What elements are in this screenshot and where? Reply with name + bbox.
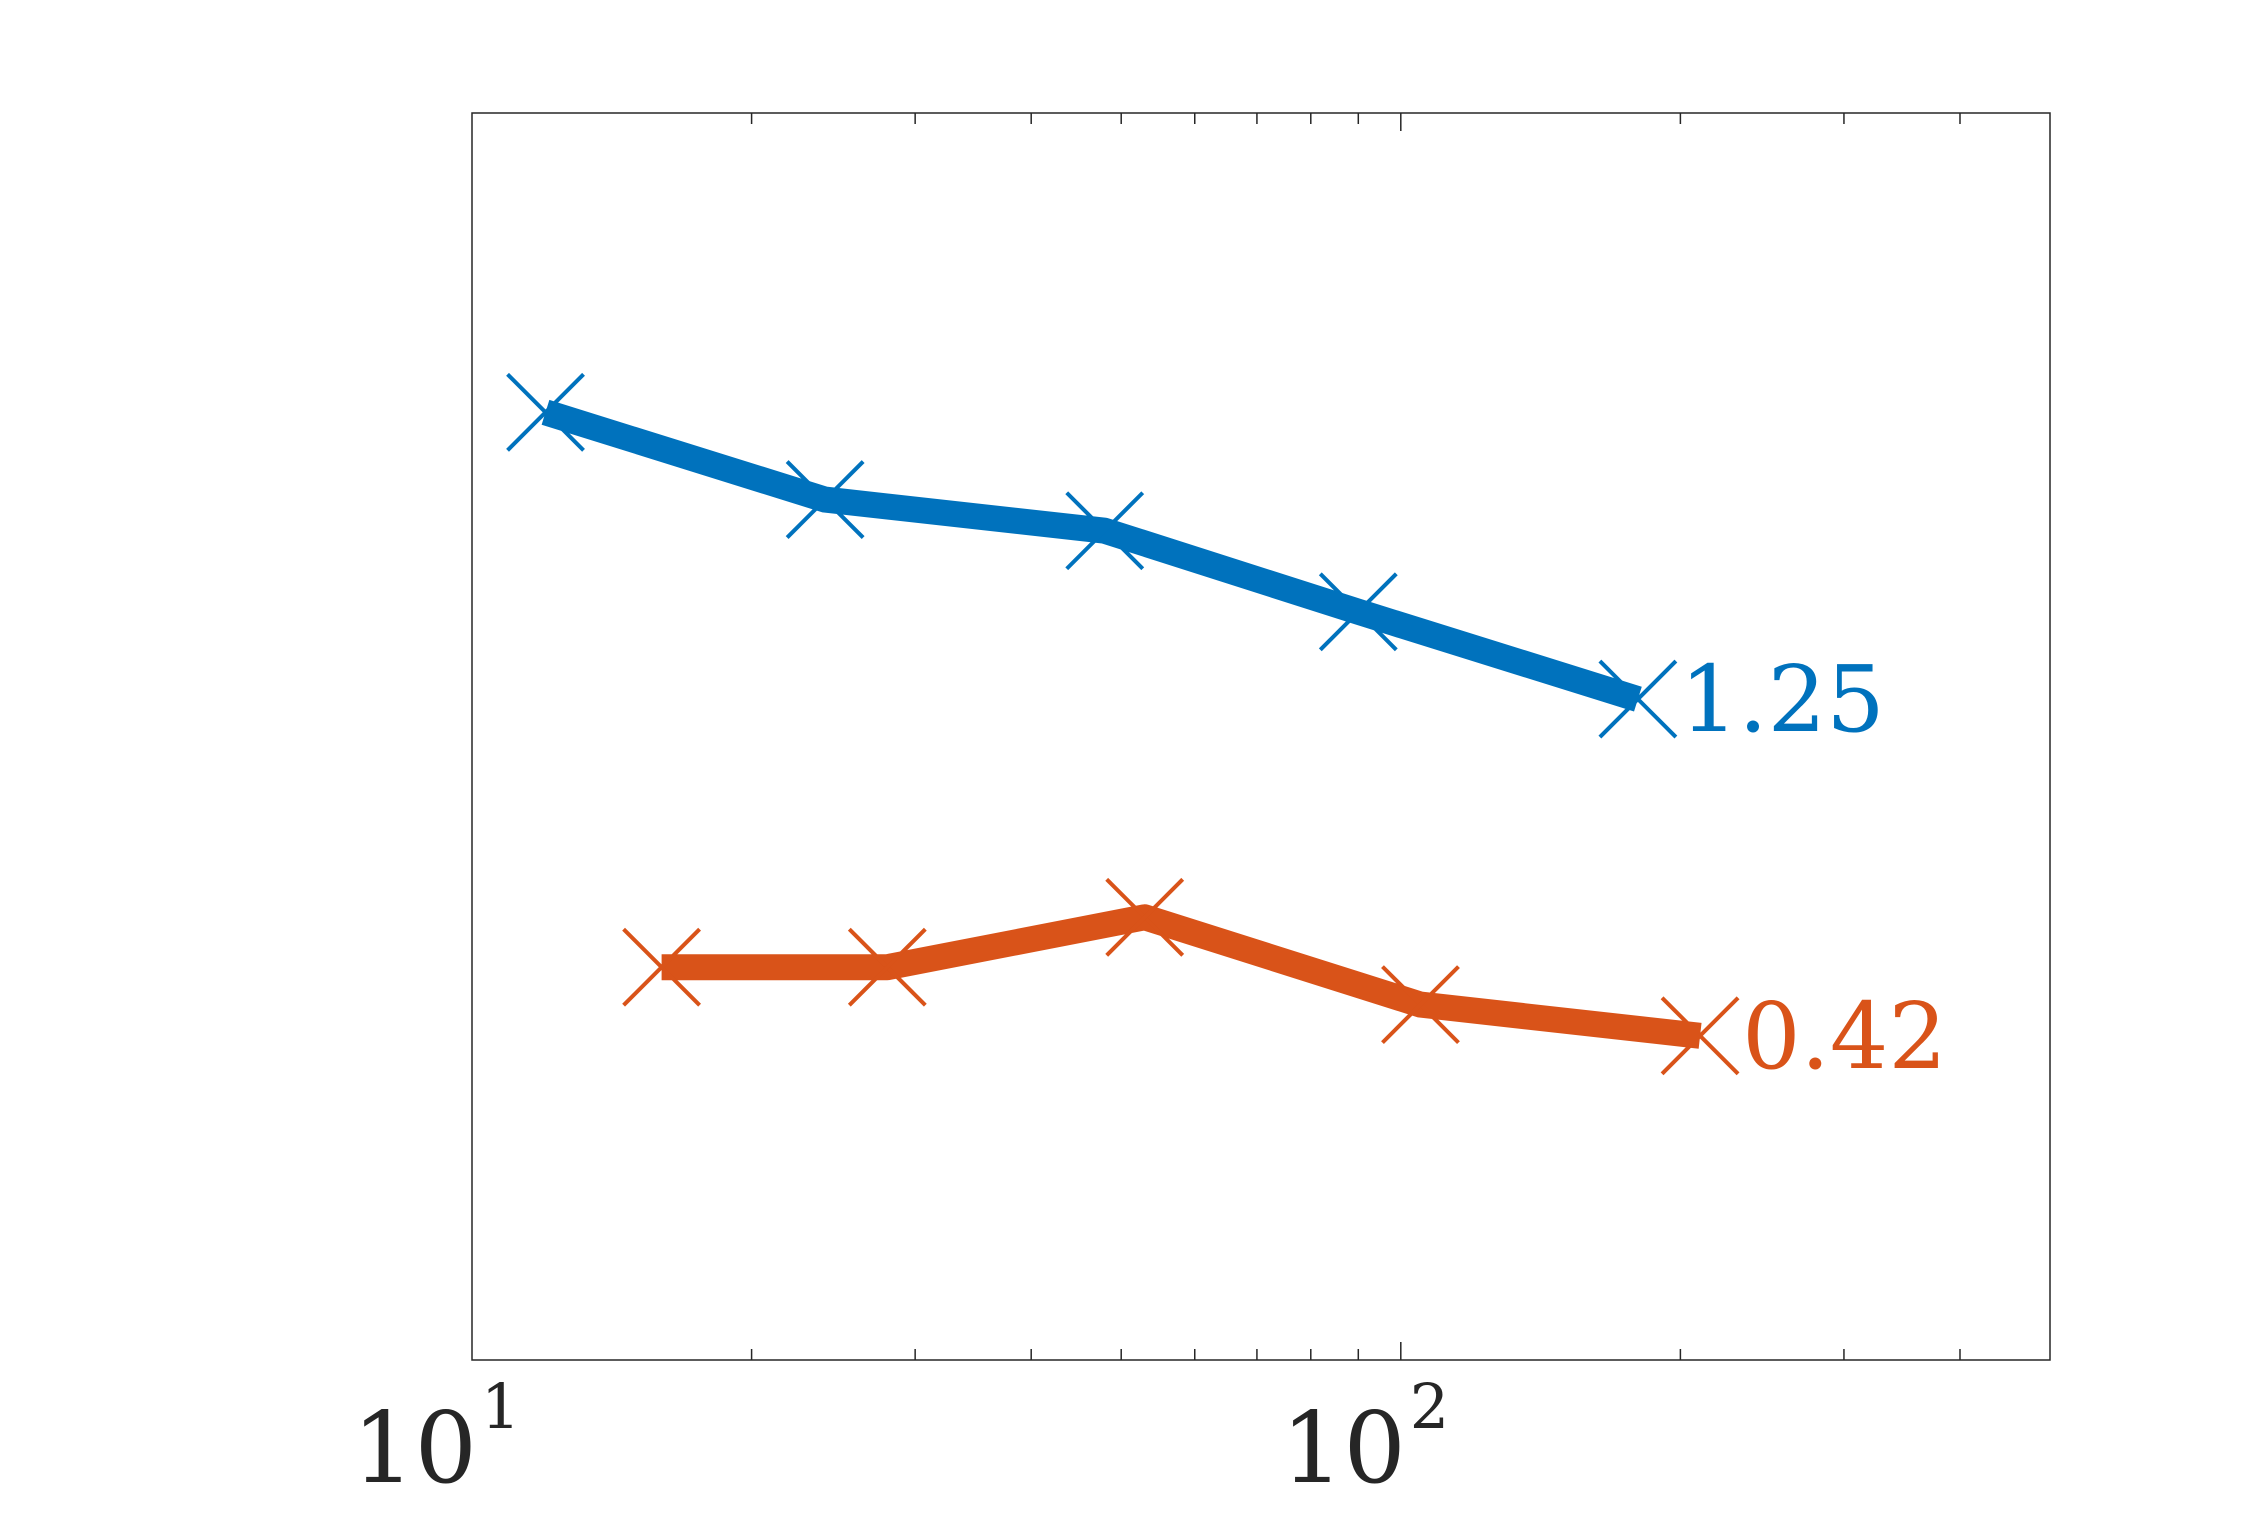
series-1-point	[1318, 572, 1398, 652]
series-1-point	[1065, 491, 1145, 571]
series-layer: 1.25 0.42	[506, 372, 1947, 1090]
series-2-point	[1381, 965, 1460, 1045]
x-tick-label: 10 2	[1281, 1370, 1449, 1506]
series-2-point	[847, 927, 927, 1007]
series-1-end-label: 1.25	[1680, 646, 1885, 753]
x-tick-label-exponent: 1	[481, 1370, 520, 1443]
series-2-end-label: 0.42	[1742, 983, 1947, 1090]
series-2-point	[1660, 996, 1740, 1076]
x-tick-label: 10 1	[352, 1370, 520, 1506]
plot-area	[471, 112, 2051, 1361]
series-1: 1.25	[506, 372, 1885, 753]
series-1-point	[506, 372, 585, 452]
x-tick-label-base: 10	[352, 1392, 477, 1506]
series-1-point	[785, 460, 865, 539]
series-2-point	[622, 927, 702, 1007]
x-tick-labels: 10 1 10 2	[352, 1370, 1449, 1506]
series-2-point	[1105, 877, 1185, 957]
series-2: 0.42	[622, 877, 1947, 1090]
x-minor-ticks	[750, 113, 1961, 1360]
series-1-point	[1598, 659, 1678, 739]
x-tick-label-base: 10	[1281, 1392, 1406, 1506]
x-tick-label-exponent: 2	[1410, 1370, 1449, 1443]
